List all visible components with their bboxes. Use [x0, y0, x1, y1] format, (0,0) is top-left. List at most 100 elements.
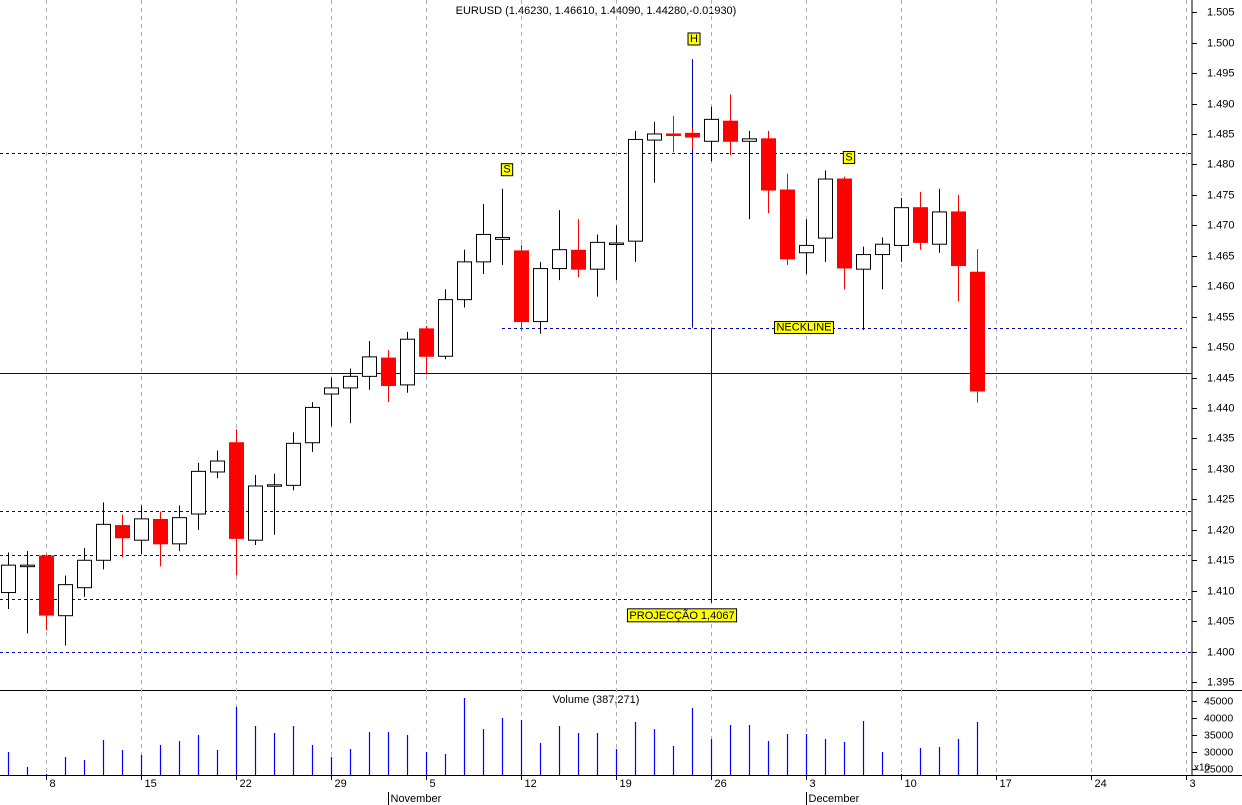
projection-label-box	[626, 608, 738, 623]
candle-body	[685, 132, 700, 138]
volume-y-tick-label: 35000	[1204, 729, 1233, 741]
volume-title: Volume (387,271)	[553, 694, 640, 706]
x-tick-label: 17	[1000, 778, 1012, 790]
candle-body	[742, 138, 757, 142]
shoulder-label: S	[503, 164, 510, 176]
head-label-box	[687, 32, 701, 46]
y-tick-label: 1.505	[1207, 6, 1235, 18]
candle-body	[39, 555, 54, 616]
candle-body	[970, 271, 985, 392]
candle-body	[457, 261, 472, 301]
month-label: December	[809, 793, 860, 805]
projection-label: PROJECÇÃO 1,4067	[629, 609, 734, 622]
y-tick-label: 1.440	[1207, 402, 1235, 414]
candle-body	[875, 243, 890, 256]
candle-body	[324, 387, 339, 395]
candle-body	[514, 250, 529, 323]
x-tick-label: 3	[1190, 778, 1196, 790]
candle-body	[191, 470, 206, 515]
candle-body	[913, 207, 928, 243]
volume-y-tick-label: 45000	[1204, 695, 1233, 707]
volume-y-tick-label: 40000	[1204, 712, 1233, 724]
y-tick-label: 1.405	[1207, 615, 1235, 627]
candle-body	[932, 211, 947, 245]
candle-body	[305, 406, 320, 444]
x-tick-label: 19	[620, 778, 632, 790]
candle-body	[229, 442, 244, 539]
y-tick-label: 1.450	[1207, 341, 1235, 353]
candle-body	[134, 518, 149, 541]
candle-body	[362, 356, 377, 377]
candle-body	[172, 517, 187, 545]
y-tick-label: 1.400	[1207, 646, 1235, 658]
candle-body	[77, 559, 92, 589]
y-tick-label: 1.420	[1207, 524, 1235, 536]
neckline-label: NECKLINE	[776, 322, 831, 334]
candle-body	[837, 178, 852, 269]
y-tick-label: 1.500	[1207, 37, 1235, 49]
x-tick-label: 8	[50, 778, 56, 790]
y-tick-label: 1.475	[1207, 189, 1235, 201]
candle-body	[343, 375, 358, 389]
y-tick-label: 1.490	[1207, 98, 1235, 110]
y-tick-label: 1.415	[1207, 554, 1235, 566]
volume-unit: x10	[1194, 763, 1211, 774]
x-tick-label: 24	[1095, 778, 1107, 790]
candle-body	[666, 133, 681, 136]
candle-body	[58, 584, 73, 617]
x-tick-label: 22	[240, 778, 252, 790]
candle-body	[951, 211, 966, 267]
x-tick-label: 15	[145, 778, 157, 790]
y-tick-label: 1.485	[1207, 128, 1235, 140]
y-tick-label: 1.455	[1207, 311, 1235, 323]
candle-body	[210, 460, 225, 473]
head-label: H	[690, 33, 698, 45]
candle-body	[799, 244, 814, 254]
candle-body	[115, 525, 130, 539]
candle-body	[400, 338, 415, 386]
x-tick-label: 26	[715, 778, 727, 790]
candle-body	[286, 442, 301, 486]
y-tick-label: 1.495	[1207, 67, 1235, 79]
y-tick-label: 1.395	[1207, 676, 1235, 688]
volume-y-tick-label: 25000	[1204, 763, 1233, 775]
shoulder-label-box	[842, 151, 856, 165]
candle-body	[381, 357, 396, 386]
candle-body	[609, 242, 624, 245]
candle-body	[723, 120, 738, 142]
candle-body	[495, 237, 510, 240]
candle-body	[267, 484, 282, 487]
candle-body	[96, 523, 111, 561]
y-tick-label: 1.435	[1207, 432, 1235, 444]
y-tick-label: 1.470	[1207, 219, 1235, 231]
chart-title: EURUSD (1.46230, 1.46610, 1.44090, 1.442…	[456, 5, 737, 17]
candle-body	[476, 233, 491, 263]
x-tick-label: 10	[905, 778, 917, 790]
volume-y-tick-label: 30000	[1204, 746, 1233, 758]
x-tick-label: 12	[525, 778, 537, 790]
candle-body	[856, 254, 871, 270]
candle-body	[571, 249, 586, 270]
y-tick-label: 1.465	[1207, 250, 1235, 262]
candle-body	[533, 268, 548, 323]
candle-body	[153, 518, 168, 545]
candle-body	[20, 564, 35, 568]
candle-body	[438, 299, 453, 357]
y-tick-label: 1.425	[1207, 493, 1235, 505]
month-label: November	[391, 793, 442, 805]
shoulder-label: S	[845, 152, 852, 164]
neckline-label-box	[773, 321, 835, 335]
y-tick-label: 1.410	[1207, 585, 1235, 597]
candle-body	[419, 328, 434, 357]
candle-body	[818, 178, 833, 239]
candle-body	[590, 241, 605, 270]
y-tick-label: 1.480	[1207, 158, 1235, 170]
candle-body	[704, 118, 719, 142]
candle-body	[780, 189, 795, 260]
x-tick-label: 3	[810, 778, 816, 790]
shoulder-label-box	[500, 163, 514, 177]
y-tick-label: 1.430	[1207, 463, 1235, 475]
candle-body	[552, 249, 567, 270]
